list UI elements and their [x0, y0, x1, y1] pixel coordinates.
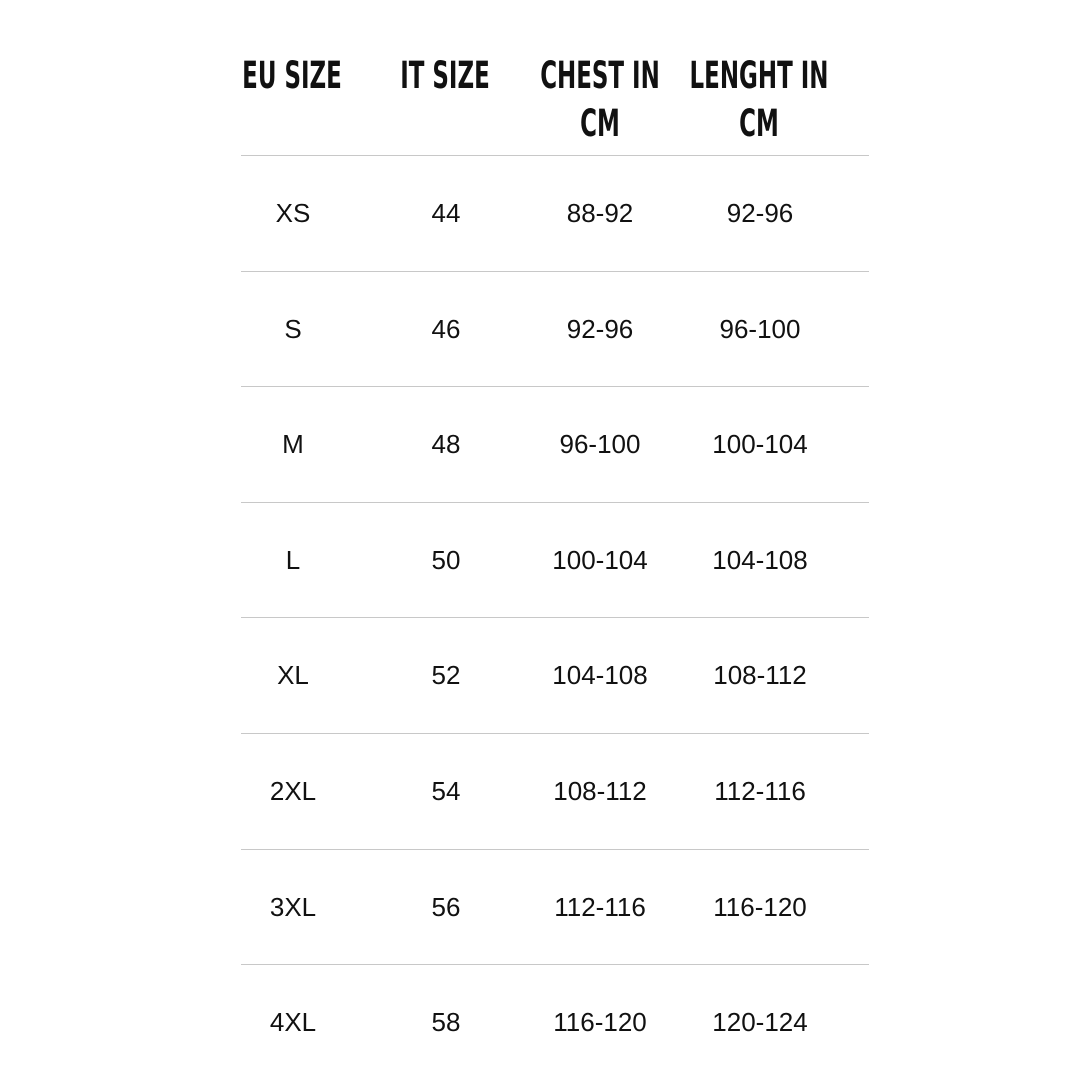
row-divider — [241, 617, 869, 618]
table-cell: 96-100 — [559, 429, 641, 459]
table-cell: XS — [275, 198, 311, 228]
table-cell: 112-116 — [554, 892, 646, 922]
column-header: CHEST IN CM — [507, 52, 693, 148]
table-cell: 56 — [431, 892, 461, 922]
table-cell: 48 — [431, 429, 461, 459]
table-cell: 58 — [431, 1007, 461, 1037]
table-cell: 52 — [431, 660, 461, 690]
table-cell: S — [284, 314, 302, 344]
table-cell: 44 — [431, 198, 461, 228]
column-header: IT SIZE — [352, 52, 538, 100]
table-cell: 3XL — [269, 892, 317, 922]
table-cell: 92-96 — [566, 314, 634, 344]
row-divider — [241, 386, 869, 387]
table-cell: 116-120 — [553, 1007, 647, 1037]
header-text: LENGHT IN — [689, 54, 829, 97]
table-cell: 100-104 — [552, 545, 648, 575]
table-cell: 100-104 — [712, 429, 808, 459]
table-cell: L — [285, 545, 301, 575]
table-cell: 46 — [431, 314, 461, 344]
header-text: CM — [739, 102, 779, 145]
table-cell: 88-92 — [566, 198, 634, 228]
column-header: EU SIZE — [199, 52, 385, 100]
header-text: IT SIZE — [400, 54, 490, 97]
table-cell: 50 — [431, 545, 461, 575]
table-cell: 4XL — [269, 1007, 317, 1037]
table-cell: 120-124 — [712, 1007, 808, 1037]
row-divider — [241, 271, 869, 272]
table-cell: 92-96 — [726, 198, 794, 228]
header-text: EU SIZE — [242, 54, 342, 97]
header-text: CM — [580, 102, 620, 145]
table-cell: 104-108 — [552, 660, 648, 690]
table-cell: 108-112 — [553, 776, 647, 806]
table-cell: 2XL — [269, 776, 317, 806]
table-cell: 54 — [431, 776, 461, 806]
table-cell: 104-108 — [712, 545, 808, 575]
row-divider — [241, 502, 869, 503]
table-cell: 108-112 — [713, 660, 807, 690]
row-divider — [241, 155, 869, 156]
table-cell: 112-116 — [714, 776, 806, 806]
table-cell: XL — [277, 660, 309, 690]
table-cell: M — [282, 429, 304, 459]
table-cell: 96-100 — [719, 314, 801, 344]
header-text: CHEST IN — [540, 54, 660, 97]
row-divider — [241, 733, 869, 734]
table-cell: 116-120 — [713, 892, 807, 922]
column-header: LENGHT IN CM — [666, 52, 852, 148]
row-divider — [241, 849, 869, 850]
row-divider — [241, 964, 869, 965]
